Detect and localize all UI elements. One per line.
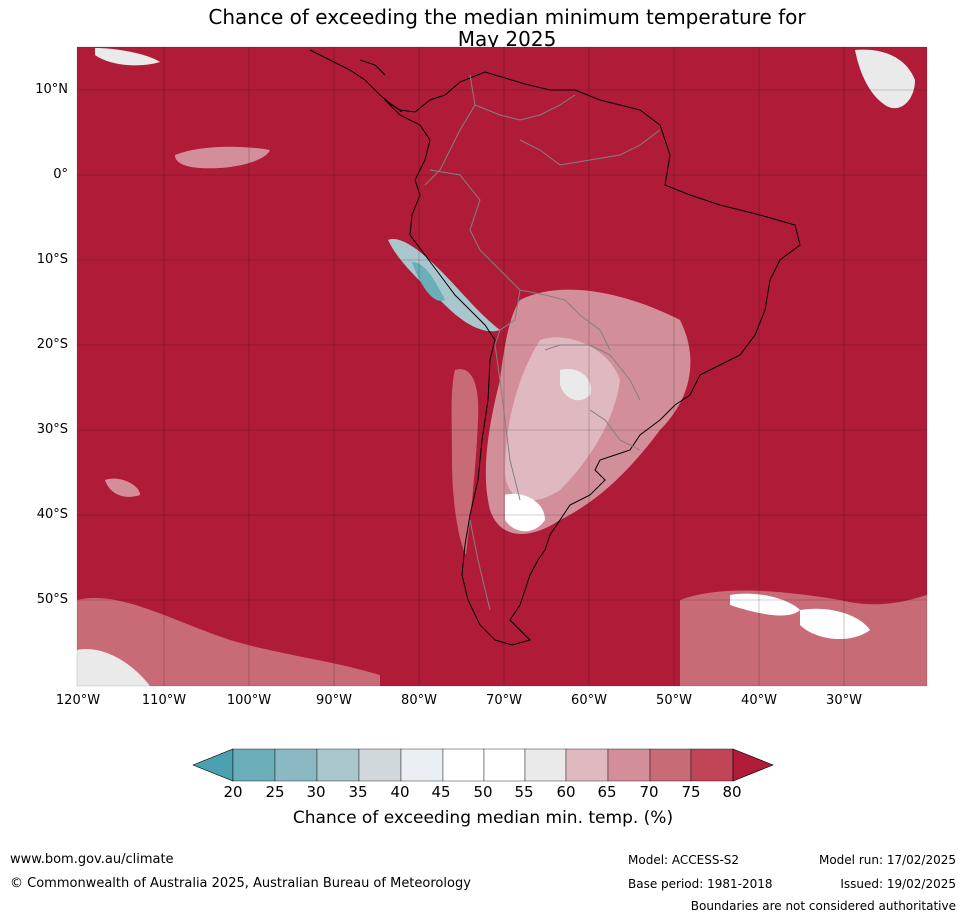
south-america-coastline	[384, 71, 801, 646]
lon-label-40w: 40°W	[741, 693, 777, 708]
lat-label-50s: 50°S	[36, 592, 68, 607]
probability-zones	[77, 48, 927, 686]
model-run-date: Model run: 17/02/2025	[818, 853, 956, 867]
colorbar-segment-70-75	[649, 748, 692, 782]
graticule	[77, 47, 927, 686]
zone-south-atlantic-2	[730, 593, 800, 616]
copyright-notice: © Commonwealth of Australia 2025, Austra…	[10, 876, 471, 891]
lat-label-30s: 30°S	[36, 422, 68, 437]
lon-label-100w: 100°W	[226, 693, 272, 708]
country-borders	[424, 74, 661, 611]
colorbar-segment-75-80	[690, 748, 734, 782]
colorbar-segment-35-40	[358, 748, 402, 782]
colorbar-tick-60: 60	[556, 783, 576, 801]
colorbar-tick-20: 20	[223, 783, 243, 801]
lat-label-10n: 10°N	[35, 82, 68, 97]
colorbar-segment-50-55	[483, 748, 526, 782]
colorbar-low-arrow	[192, 748, 234, 782]
lat-label-20s: 20°S	[36, 337, 68, 352]
boundary-disclaimer: Boundaries are not considered authoritat…	[690, 899, 956, 913]
colorbar-segment-40-45	[400, 748, 444, 782]
colorbar-tick-30: 30	[306, 783, 326, 801]
zone-argentina-white	[505, 493, 545, 532]
colorbar-label: Chance of exceeding median min. temp. (%…	[292, 808, 674, 828]
colorbar-segment-60-65	[565, 748, 609, 782]
issued-date: Issued: 19/02/2025	[840, 877, 956, 891]
colorbar-tick-40: 40	[390, 783, 410, 801]
zone-southern-ocean-1	[77, 598, 380, 686]
lon-label-60w: 60°W	[571, 693, 607, 708]
lat-label-10s: 10°S	[36, 252, 68, 267]
map-title-line-1: Chance of exceeding the median minimum t…	[208, 5, 806, 29]
zone-chile-coast	[451, 369, 479, 555]
zone-pacific-3	[95, 48, 160, 66]
colorbar-tick-35: 35	[348, 783, 368, 801]
colorbar-segment-30-35	[316, 748, 360, 782]
colorbar-segment-65-70	[607, 748, 651, 782]
lon-label-110w: 110°W	[141, 693, 187, 708]
map-area	[77, 47, 927, 686]
zone-peru-cool	[388, 239, 500, 332]
lon-label-30w: 30°W	[826, 693, 862, 708]
colorbar-tick-65: 65	[597, 783, 617, 801]
colorbar-tick-45: 45	[431, 783, 451, 801]
zone-pacific-1	[175, 146, 270, 169]
zone-peru-cooler	[412, 262, 445, 301]
colorbar-segment-55-60	[524, 748, 567, 782]
base-period: Base period: 1981-2018	[628, 877, 773, 891]
zone-south-atlantic-3	[800, 608, 870, 640]
colorbar-tick-80: 80	[722, 783, 742, 801]
lon-label-80w: 80°W	[401, 693, 437, 708]
lon-label-70w: 70°W	[486, 693, 522, 708]
colorbar-segment-20-25	[232, 748, 276, 782]
source-url: www.bom.gov.au/climate	[10, 852, 174, 867]
lon-label-120w: 120°W	[55, 693, 101, 708]
map-title-line-2: May 2025	[457, 27, 557, 51]
zone-pacific-2	[105, 478, 140, 497]
colorbar-segment-25-30	[274, 748, 318, 782]
lat-label-40s: 40°S	[36, 507, 68, 522]
colorbar-high-arrow	[732, 748, 774, 782]
zone-south-atlantic-1	[680, 590, 927, 686]
colorbar-tick-70: 70	[639, 783, 659, 801]
colorbar-tick-55: 55	[514, 783, 534, 801]
lon-label-50w: 50°W	[656, 693, 692, 708]
lat-label-0: 0°	[53, 167, 68, 182]
colorbar-tick-50: 50	[473, 783, 493, 801]
colorbar-tick-75: 75	[681, 783, 701, 801]
colorbar-tick-25: 25	[265, 783, 285, 801]
central-america-coastline	[309, 49, 403, 113]
zone-central-white	[560, 369, 591, 401]
colorbar-segment-45-50	[442, 748, 485, 782]
zone-southern-ocean-2	[77, 649, 150, 686]
zone-ne-atlantic	[855, 49, 915, 109]
model-name: Model: ACCESS-S2	[628, 853, 740, 867]
zone-central-south-america-inner	[505, 337, 620, 501]
lon-label-90w: 90°W	[316, 693, 352, 708]
